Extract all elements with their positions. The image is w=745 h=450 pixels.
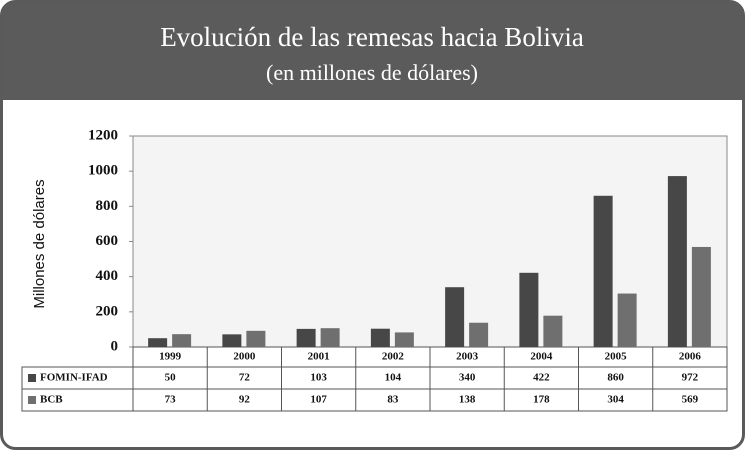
table-value: 83 bbox=[387, 394, 399, 406]
table-value: 972 bbox=[682, 372, 699, 384]
y-tick-label: 1000 bbox=[88, 163, 118, 179]
x-tick-label: 2002 bbox=[382, 351, 405, 363]
x-tick-label: 2004 bbox=[530, 351, 553, 363]
bar bbox=[519, 272, 539, 347]
legend-label: FOMIN-IFAD bbox=[40, 372, 108, 384]
bar bbox=[667, 176, 687, 347]
chart-subtitle: (en millones de dólares) bbox=[266, 60, 478, 85]
y-tick-label: 0 bbox=[111, 338, 119, 354]
y-axis-label: Millones de dólares bbox=[31, 179, 48, 308]
x-tick-label: 2006 bbox=[679, 351, 702, 363]
y-tick-label: 800 bbox=[96, 198, 119, 214]
y-tick-label: 600 bbox=[96, 233, 119, 249]
x-tick-label: 2003 bbox=[456, 351, 479, 363]
bar bbox=[394, 332, 414, 347]
table-value: 178 bbox=[533, 394, 550, 406]
table-value: 138 bbox=[459, 394, 476, 406]
legend-swatch bbox=[28, 396, 36, 404]
bar bbox=[370, 328, 390, 347]
plot-area bbox=[132, 135, 728, 348]
table-value: 107 bbox=[310, 394, 327, 406]
table-value: 860 bbox=[607, 372, 624, 384]
bar bbox=[172, 334, 192, 347]
legend-swatch bbox=[28, 374, 36, 382]
y-tick-label: 400 bbox=[96, 268, 119, 284]
table-value: 422 bbox=[533, 372, 550, 384]
bar bbox=[617, 293, 637, 347]
table-value: 92 bbox=[239, 394, 251, 406]
x-tick-label: 2001 bbox=[308, 351, 330, 363]
table-value: 72 bbox=[239, 372, 251, 384]
bar bbox=[469, 322, 489, 347]
table-value: 304 bbox=[607, 394, 624, 406]
bar bbox=[222, 334, 242, 347]
y-tick-label: 200 bbox=[96, 303, 119, 319]
table-value: 73 bbox=[165, 394, 177, 406]
table-value: 569 bbox=[682, 394, 699, 406]
x-tick-label: 2005 bbox=[605, 351, 628, 363]
table-value: 340 bbox=[459, 372, 476, 384]
bar bbox=[593, 195, 613, 347]
chart-title: Evolución de las remesas hacia Bolivia bbox=[160, 22, 584, 52]
table-value: 50 bbox=[165, 372, 177, 384]
legend-label: BCB bbox=[40, 394, 63, 406]
x-tick-label: 1999 bbox=[159, 351, 182, 363]
table-value: 104 bbox=[385, 372, 402, 384]
bar bbox=[296, 328, 316, 347]
bar bbox=[445, 287, 465, 347]
table-value: 103 bbox=[310, 372, 327, 384]
bar bbox=[543, 315, 563, 347]
header bbox=[1, 1, 744, 100]
y-tick-label: 1200 bbox=[88, 127, 118, 143]
bar bbox=[148, 338, 168, 347]
bar bbox=[246, 330, 266, 347]
bar bbox=[691, 246, 711, 347]
x-tick-label: 2000 bbox=[233, 351, 256, 363]
bar bbox=[320, 328, 340, 347]
